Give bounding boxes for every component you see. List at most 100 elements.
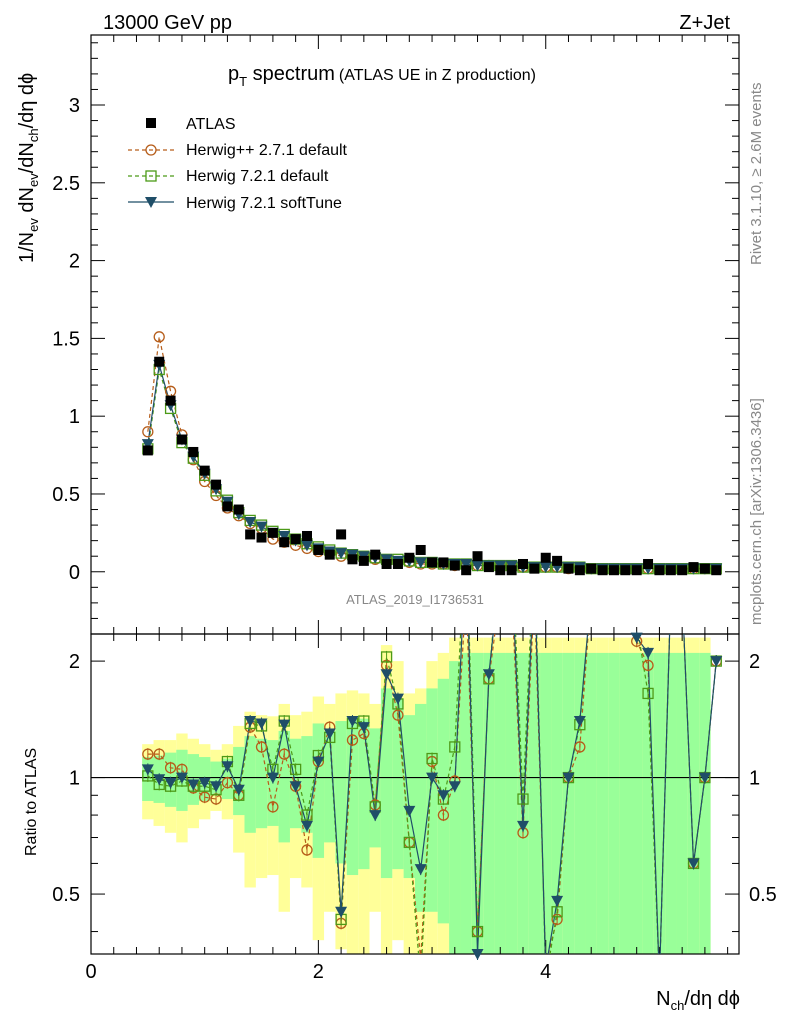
band-green-segment — [415, 703, 427, 912]
band-green-segment — [551, 652, 563, 954]
mc-point-ratio — [267, 801, 279, 813]
mc-point-ratio — [573, 716, 586, 728]
legend-softtune-label: Herwig 7.2.1 softTune — [186, 195, 342, 212]
band-green-segment — [483, 652, 495, 954]
band-green-segment — [324, 730, 336, 843]
mc-point-main — [278, 530, 291, 542]
mc-point-ratio — [198, 777, 211, 789]
atlas-data-point — [336, 529, 347, 540]
y-tick-label-main: 0 — [69, 562, 80, 584]
series-line-main — [147, 336, 717, 570]
mc-point-ratio — [221, 777, 234, 789]
atlas-data-point — [290, 534, 301, 545]
y-tick-label-main: 1.5 — [52, 328, 80, 350]
axis-ticks — [90, 35, 739, 954]
legend-herwigpp-label: Herwig++ 2.7.1 default — [186, 142, 348, 159]
atlas-data-point — [495, 565, 506, 576]
band-green-segment — [278, 730, 290, 843]
mc-point-ratio — [244, 716, 257, 728]
atlas-data-point — [483, 562, 494, 573]
mc-point-ratio — [642, 647, 655, 659]
mc-point-ratio — [380, 651, 393, 663]
band-green-segment — [335, 721, 347, 864]
band-green-segment — [619, 652, 631, 954]
band-green-segment — [471, 652, 484, 954]
atlas-data-point — [665, 565, 676, 576]
mc-point-ratio — [335, 906, 348, 918]
mc-point-ratio — [210, 781, 223, 793]
y-tick-label-ratio: 2 — [69, 651, 80, 673]
mc-point-ratio — [278, 719, 291, 731]
band-green-segment — [460, 652, 472, 954]
mc-point-ratio — [153, 774, 166, 786]
mc-point-ratio — [323, 728, 336, 740]
atlas-data-point — [324, 549, 335, 560]
mc-point-ratio — [392, 709, 404, 721]
header-energy: 13000 GeV pp — [103, 12, 232, 34]
band-green-segment — [403, 715, 415, 879]
band-green-segment — [255, 738, 268, 829]
data-series — [141, 331, 723, 960]
y-tick-label-main: 1 — [69, 406, 80, 428]
mc-point-ratio — [175, 772, 188, 784]
legend-herwig721-marker — [145, 170, 157, 182]
mc-point-ratio — [482, 669, 495, 681]
mc-point-main — [244, 516, 257, 528]
mc-point-ratio — [391, 693, 404, 705]
x-tick-label: 4 — [540, 961, 551, 983]
atlas-data-point — [211, 479, 222, 490]
band-green-segment — [380, 688, 393, 879]
atlas-data-point — [711, 565, 722, 576]
x-axis-label: Nch/dη dϕ — [656, 988, 740, 1013]
rivet-version-label: Rivet 3.1.10, ≥ 2.6M events — [748, 83, 765, 266]
mc-point-main — [153, 331, 165, 343]
y-axis-label-main: 1/Nev dNev/dNch/dη dϕ — [16, 73, 41, 263]
atlas-data-point — [313, 544, 324, 555]
atlas-data-point — [699, 563, 710, 574]
atlas-data-point — [370, 549, 381, 560]
atlas-data-point — [620, 565, 631, 576]
ratio-plot-frame — [90, 633, 740, 955]
mcplots-label: mcplots.cern.ch [arXiv:1306.3436] — [748, 398, 765, 625]
atlas-data-point — [267, 527, 278, 538]
atlas-data-point — [643, 558, 654, 569]
mc-point-ratio — [164, 762, 177, 774]
mc-point-ratio — [232, 784, 245, 796]
band-green-segment — [687, 652, 700, 954]
atlas-data-point — [427, 557, 438, 568]
band-green-segment — [358, 718, 370, 870]
band-green-segment — [631, 652, 643, 954]
atlas-data-point — [199, 465, 210, 476]
atlas-data-point — [688, 562, 699, 573]
atlas-data-point — [279, 537, 290, 548]
mc-point-ratio — [403, 805, 416, 817]
y-tick-label-main: 0.5 — [52, 484, 80, 506]
atlas-data-point — [358, 555, 369, 566]
atlas-data-point — [438, 557, 449, 568]
mc-point-ratio — [289, 763, 302, 776]
atlas-data-point — [302, 530, 312, 541]
mc-point-main — [142, 426, 154, 438]
band-green-segment — [574, 652, 586, 954]
band-green-segment — [642, 652, 654, 954]
atlas-data-point — [574, 565, 585, 576]
mc-point-ratio — [642, 687, 654, 700]
header-process: Z+Jet — [679, 12, 730, 34]
legend-herwig721-label: Herwig 7.2.1 default — [186, 168, 329, 185]
mc-point-ratio — [255, 718, 268, 730]
atlas-data-point — [256, 532, 267, 543]
atlas-data-point — [142, 445, 153, 456]
band-green-segment — [449, 661, 461, 954]
atlas-data-point — [245, 529, 256, 540]
atlas-data-point — [404, 552, 415, 563]
band-green-segment — [540, 652, 552, 954]
mc-point-ratio — [448, 781, 461, 793]
mc-point-ratio — [301, 820, 313, 832]
atlas-data-point — [506, 565, 517, 576]
mc-point-ratio — [551, 895, 564, 907]
mc-point-ratio — [301, 844, 313, 856]
atlas-data-point — [586, 563, 597, 574]
mc-point-main — [301, 540, 313, 552]
band-green-segment — [494, 652, 506, 954]
